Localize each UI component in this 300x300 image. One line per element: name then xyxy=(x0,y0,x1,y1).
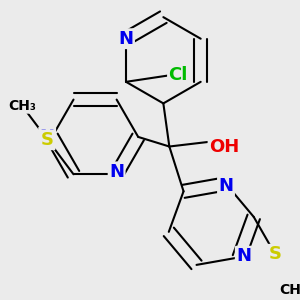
Text: OH: OH xyxy=(209,137,239,155)
Text: CH₃: CH₃ xyxy=(8,99,36,113)
Text: S: S xyxy=(41,131,54,149)
Text: Cl: Cl xyxy=(169,66,188,84)
Text: N: N xyxy=(40,128,55,146)
Text: N: N xyxy=(109,163,124,181)
Text: N: N xyxy=(118,30,134,48)
Text: CH₃: CH₃ xyxy=(279,283,300,297)
Text: N: N xyxy=(218,177,233,195)
Text: N: N xyxy=(236,247,251,265)
Text: S: S xyxy=(269,245,282,263)
